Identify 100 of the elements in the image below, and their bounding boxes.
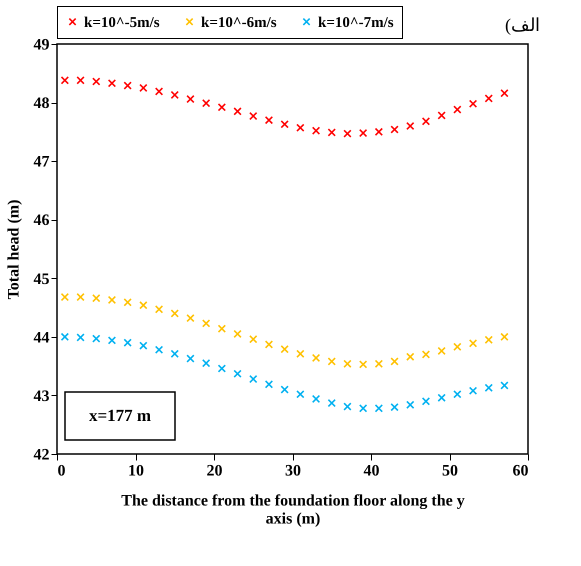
point <box>422 397 430 406</box>
point <box>280 385 289 394</box>
point <box>374 128 384 136</box>
point <box>108 79 116 88</box>
legend-label: k=10^-5m/s <box>84 14 160 31</box>
point <box>453 342 462 351</box>
point <box>186 354 195 363</box>
point <box>123 338 132 347</box>
point <box>218 103 226 112</box>
x-tick-label: 20 <box>206 462 222 480</box>
point <box>233 370 242 378</box>
point <box>406 400 414 409</box>
point <box>139 84 148 92</box>
point <box>343 360 352 368</box>
point <box>92 334 100 343</box>
y-tick-label: 44 <box>34 329 50 346</box>
point <box>139 341 148 350</box>
y-tick-label: 45 <box>34 270 50 288</box>
point <box>422 117 430 126</box>
point <box>390 125 399 134</box>
y-tick-label: 46 <box>34 212 50 230</box>
point <box>123 298 132 306</box>
point <box>249 335 258 344</box>
point <box>358 404 368 412</box>
point <box>170 350 179 358</box>
point <box>154 87 164 96</box>
point <box>343 402 352 411</box>
point <box>60 332 70 342</box>
x-tick-label: 40 <box>364 462 380 480</box>
point <box>249 374 258 384</box>
y-axis-title: Total head (m) <box>6 200 22 300</box>
point <box>108 296 116 304</box>
point <box>92 294 100 302</box>
y-tick-label: 42 <box>34 446 50 464</box>
point <box>374 404 384 412</box>
point <box>170 309 179 318</box>
point <box>437 346 446 356</box>
point <box>468 339 478 348</box>
point <box>76 76 85 84</box>
point <box>468 386 478 395</box>
point <box>108 336 116 345</box>
point <box>390 402 399 412</box>
y-tick-label: 48 <box>34 95 50 112</box>
point <box>218 324 226 333</box>
point <box>264 380 274 388</box>
point <box>484 336 493 344</box>
point <box>264 116 274 124</box>
point <box>390 357 399 366</box>
point <box>500 381 509 390</box>
y-tick-label: 43 <box>34 388 50 405</box>
x-tick-label: 30 <box>285 462 301 480</box>
point <box>422 350 430 359</box>
point <box>312 354 320 362</box>
point <box>60 292 70 302</box>
x-tick-label: 0 <box>58 462 66 480</box>
point <box>312 126 320 135</box>
point <box>233 107 242 116</box>
point <box>139 301 148 310</box>
x-axis-title: The distance from the foundation floor along the y axis (m) <box>121 492 465 528</box>
point <box>406 122 414 130</box>
point <box>76 333 85 342</box>
point <box>76 292 85 302</box>
point <box>374 360 384 368</box>
point <box>358 360 368 369</box>
point <box>170 90 179 100</box>
point <box>154 346 164 354</box>
point <box>328 357 336 366</box>
point <box>328 128 336 137</box>
point <box>437 394 446 402</box>
point <box>358 128 368 138</box>
point <box>186 94 195 104</box>
point <box>453 390 462 398</box>
point <box>280 345 289 354</box>
point <box>500 89 509 98</box>
point <box>453 105 462 114</box>
point <box>202 319 210 328</box>
point <box>296 390 305 398</box>
point <box>92 77 100 86</box>
point <box>202 99 210 108</box>
point <box>328 398 336 408</box>
point <box>312 394 320 404</box>
point <box>484 384 493 392</box>
y-tick-label: 47 <box>34 154 50 171</box>
point <box>249 112 258 120</box>
point <box>406 352 414 361</box>
point <box>264 340 274 349</box>
legend-label: k=10^-7m/s <box>318 14 394 31</box>
y-tick-label: 49 <box>34 36 50 54</box>
x-tick-label: 10 <box>128 462 144 480</box>
legend-label: k=10^-6m/s <box>201 14 277 31</box>
point <box>186 314 195 322</box>
x-tick-label: 60 <box>512 462 528 480</box>
x-tick-label: 50 <box>442 462 458 480</box>
point <box>468 100 478 108</box>
point <box>202 359 210 368</box>
point <box>484 94 493 103</box>
point <box>218 364 226 373</box>
point <box>154 305 164 314</box>
point <box>280 120 289 128</box>
point <box>343 129 352 138</box>
